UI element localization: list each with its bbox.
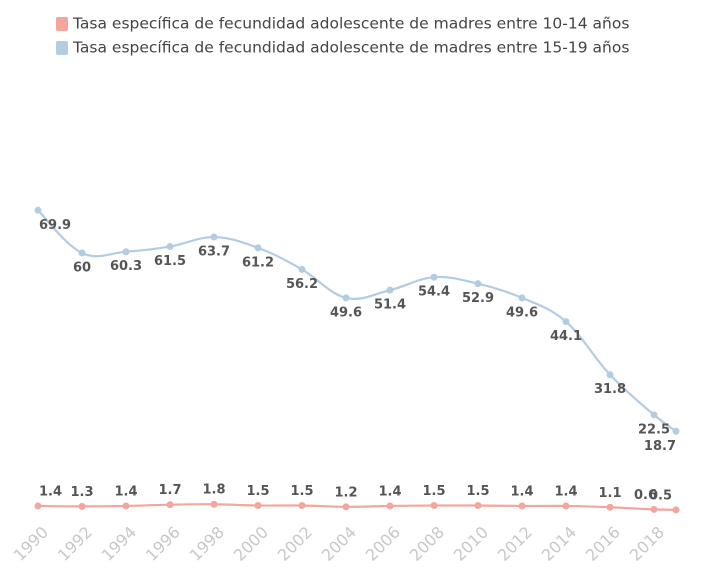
point: [342, 503, 350, 511]
data-label: 1.5: [466, 484, 489, 499]
data-label: 49.6: [506, 305, 538, 320]
data-label: 22.5: [638, 422, 670, 437]
x-tick-label: 1996: [142, 523, 184, 565]
data-label: 0.5: [649, 488, 672, 503]
point: [122, 502, 130, 510]
data-label: 61.5: [154, 254, 186, 269]
x-tick-label: 2016: [582, 523, 624, 565]
point: [254, 502, 262, 510]
data-label: 1.1: [598, 486, 621, 501]
x-tick-label: 2006: [362, 523, 404, 565]
point: [298, 502, 306, 510]
point: [518, 502, 526, 510]
point: [34, 206, 42, 214]
data-label: 1.7: [158, 483, 181, 498]
point: [210, 500, 218, 508]
legend-label: Tasa específica de fecundidad adolescent…: [72, 15, 629, 33]
data-label: 1.4: [114, 484, 137, 499]
x-tick-label: 2012: [494, 523, 536, 565]
data-label: 18.7: [644, 439, 676, 454]
data-label: 1.3: [70, 485, 93, 500]
data-label: 63.7: [198, 245, 230, 260]
data-label: 1.4: [39, 484, 62, 499]
x-tick-label: 1990: [10, 523, 52, 565]
point: [166, 501, 174, 509]
point: [562, 502, 570, 510]
data-label: 0.6: [634, 488, 657, 503]
point: [386, 502, 394, 510]
point: [474, 280, 482, 288]
x-tick-label: 2018: [626, 523, 668, 565]
point: [430, 273, 438, 281]
data-label: 1.4: [510, 484, 533, 499]
data-label: 1.5: [290, 484, 313, 499]
x-tick-label: 2014: [538, 523, 580, 565]
legend-label: Tasa específica de fecundidad adolescent…: [72, 39, 629, 57]
point: [34, 502, 42, 510]
point: [606, 371, 614, 379]
point: [650, 505, 658, 513]
point: [78, 249, 86, 257]
data-label: 1.5: [246, 484, 269, 499]
data-label: 1.4: [554, 484, 577, 499]
x-tick-label: 2002: [274, 523, 316, 565]
point: [254, 244, 262, 252]
data-label: 44.1: [550, 329, 582, 344]
data-label: 51.4: [374, 298, 406, 313]
point: [672, 427, 680, 435]
x-tick-label: 1998: [186, 523, 228, 565]
x-tick-label: 2000: [230, 523, 272, 565]
x-tick-label: 2004: [318, 523, 360, 565]
data-label: 1.2: [334, 485, 357, 500]
point: [672, 506, 680, 514]
data-label: 56.2: [286, 277, 318, 292]
x-tick-label: 2010: [450, 523, 492, 565]
x-tick-label: 1992: [54, 523, 96, 565]
point: [78, 502, 86, 510]
x-tick-label: 2008: [406, 523, 448, 565]
legend-swatch: [56, 41, 68, 55]
data-label: 60: [73, 261, 91, 276]
data-label: 69.9: [39, 218, 71, 233]
point: [518, 294, 526, 302]
data-label: 1.5: [422, 484, 445, 499]
point: [122, 248, 130, 256]
series-line: [37, 503, 677, 511]
point: [474, 502, 482, 510]
point: [562, 318, 570, 326]
x-tick-label: 1994: [98, 523, 140, 565]
point: [606, 503, 614, 511]
point: [386, 286, 394, 294]
data-label: 60.3: [110, 259, 142, 274]
point: [342, 294, 350, 302]
data-label: 31.8: [594, 382, 626, 397]
point: [430, 502, 438, 510]
series-line: [37, 209, 677, 433]
data-label: 52.9: [462, 291, 494, 306]
data-label: 49.6: [330, 305, 362, 320]
point: [210, 233, 218, 241]
data-label: 1.8: [202, 483, 225, 498]
point: [298, 265, 306, 273]
legend-swatch: [56, 17, 68, 31]
point: [166, 243, 174, 251]
data-label: 61.2: [242, 255, 274, 270]
data-label: 54.4: [418, 285, 450, 300]
data-label: 1.4: [378, 484, 401, 499]
point: [650, 411, 658, 419]
